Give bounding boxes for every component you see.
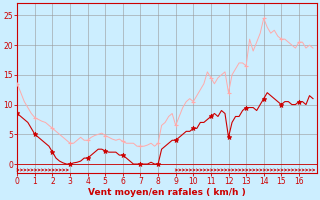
X-axis label: Vent moyen/en rafales ( km/h ): Vent moyen/en rafales ( km/h ) xyxy=(88,188,246,197)
